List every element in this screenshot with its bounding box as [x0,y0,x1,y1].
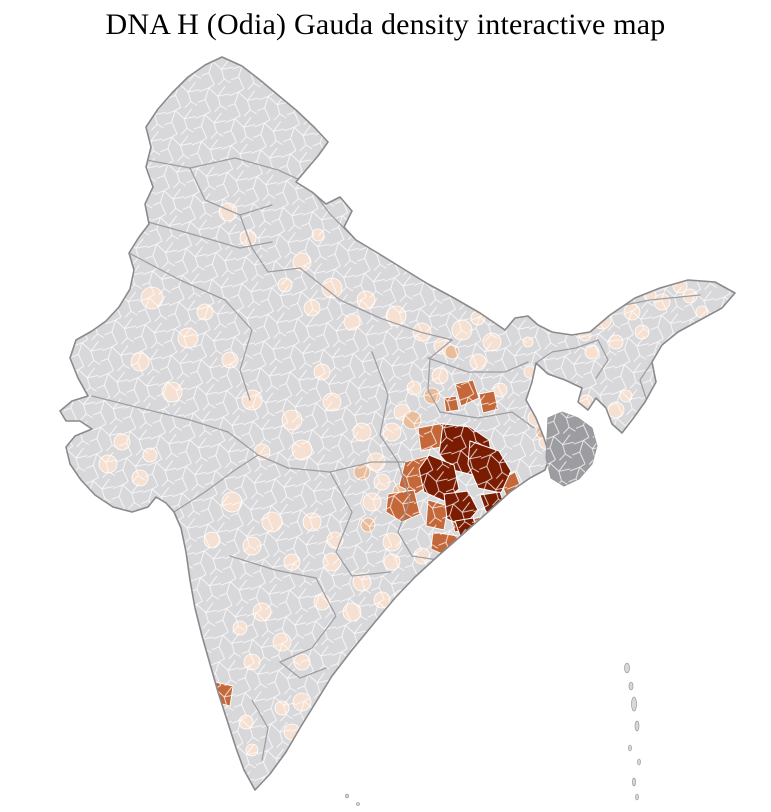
page-title: DNA H (Odia) Gauda density interactive m… [105,8,666,41]
neighbor-region [545,411,598,487]
state-border-line [229,555,317,579]
andaman-islands[interactable] [624,662,641,801]
island [344,793,350,799]
neighbor-texture [546,412,597,486]
district-layer[interactable] [60,57,735,790]
state-border-line [639,361,653,399]
state-border-line [595,339,609,379]
state-border-line [299,267,453,341]
island [356,802,360,806]
state-border-line [397,461,413,557]
state-border-line [173,454,259,513]
state-border-line [145,157,301,181]
state-border-line [239,214,301,273]
state-border-line [427,357,529,373]
state-border-line [279,661,327,679]
district-low[interactable] [354,644,370,660]
island[interactable] [631,696,637,712]
state-border-line [427,339,453,413]
southern-islets [344,793,360,806]
state-border-line [251,699,269,761]
district-low[interactable] [313,713,331,731]
state-border-line [189,167,273,216]
island[interactable] [637,758,641,766]
district-low[interactable] [373,623,391,641]
state-border-line [371,351,399,463]
district-borders-texture [60,57,735,790]
district-low[interactable] [531,379,549,397]
island[interactable] [632,777,636,787]
island[interactable] [628,744,632,752]
island[interactable] [634,720,640,732]
state-border-line [147,221,273,249]
district-low[interactable] [304,744,320,760]
district-medium-goa[interactable] [186,627,201,651]
state-border-line [287,461,406,473]
island[interactable] [635,793,639,801]
state-border-line [279,577,337,663]
state-border-line [535,339,599,364]
state-border-line [128,252,253,401]
island[interactable] [628,681,634,691]
state-border-line [439,411,535,429]
island[interactable] [624,662,630,674]
state-border-line [329,471,391,577]
state-border-line [91,395,229,433]
